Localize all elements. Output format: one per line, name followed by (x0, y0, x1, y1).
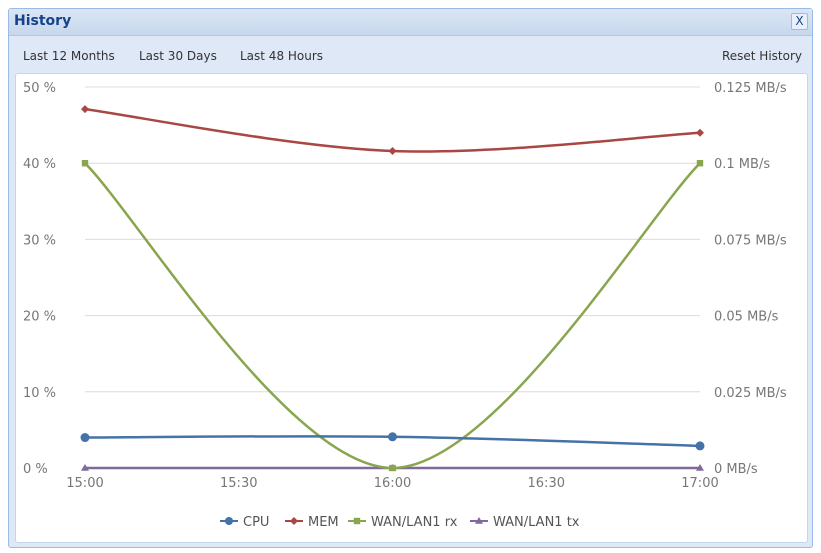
legend-marker (353, 517, 361, 525)
left-axis-tick: 20 % (23, 310, 56, 325)
legend-marker (225, 517, 233, 525)
series-line-mem (84, 107, 701, 153)
legend-item: CPU (243, 515, 269, 530)
data-point (696, 464, 704, 471)
right-axis-tick: 0.025 MB/s (714, 386, 787, 401)
x-axis-tick: 15:30 (220, 476, 257, 491)
x-axis-tick: 16:30 (528, 476, 565, 491)
last-12-months-button[interactable]: Last 12 Months (23, 49, 115, 63)
legend-marker (290, 517, 298, 525)
data-point (81, 105, 89, 114)
toolbar: Last 12 Months Last 30 Days Last 48 Hour… (9, 41, 812, 69)
x-axis-tick: 16:00 (374, 476, 411, 491)
x-axis-tick: 15:00 (66, 476, 103, 491)
left-axis-tick: 50 % (23, 81, 56, 96)
data-point (696, 128, 704, 137)
right-axis-tick: 0.125 MB/s (714, 81, 787, 96)
left-axis-tick: 0 % (23, 462, 48, 477)
left-axis-tick: 30 % (23, 233, 56, 248)
legend-item: WAN/LAN1 rx (371, 515, 458, 530)
data-point (696, 160, 704, 167)
data-point (388, 147, 397, 156)
last-30-days-button[interactable]: Last 30 Days (139, 49, 217, 63)
left-axis-tick: 10 % (23, 386, 56, 401)
legend-item: MEM (308, 515, 339, 530)
data-point (81, 160, 89, 167)
right-axis-tick: 0.05 MB/s (714, 310, 779, 325)
title-bar: History X (9, 9, 812, 36)
legend-item: WAN/LAN1 tx (493, 515, 580, 530)
last-48-hours-button[interactable]: Last 48 Hours (240, 49, 324, 63)
right-axis-tick: 0 MB/s (714, 462, 758, 477)
legend-marker (475, 517, 483, 524)
data-point (388, 432, 397, 442)
x-axis-tick: 17:00 (681, 476, 718, 491)
reset-history-button[interactable]: Reset History (721, 49, 802, 63)
left-axis-tick: 40 % (23, 157, 56, 172)
window-title: History (14, 13, 72, 29)
data-point (389, 464, 396, 472)
right-axis-tick: 0.1 MB/s (714, 157, 770, 172)
right-axis-tick: 0.075 MB/s (714, 233, 787, 248)
close-icon[interactable]: X (791, 13, 808, 30)
data-point (695, 441, 705, 451)
data-point (80, 433, 90, 443)
data-point (81, 464, 89, 471)
